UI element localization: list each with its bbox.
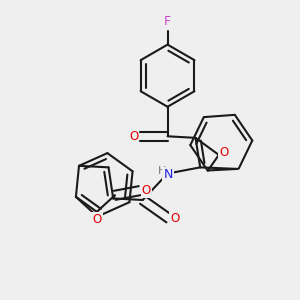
Text: O: O [170, 212, 180, 225]
Text: O: O [219, 146, 228, 159]
Text: O: O [142, 184, 151, 197]
Text: H: H [158, 166, 166, 176]
Text: O: O [129, 130, 138, 143]
Text: N: N [164, 168, 173, 182]
Text: F: F [164, 15, 171, 28]
Text: O: O [93, 213, 102, 226]
